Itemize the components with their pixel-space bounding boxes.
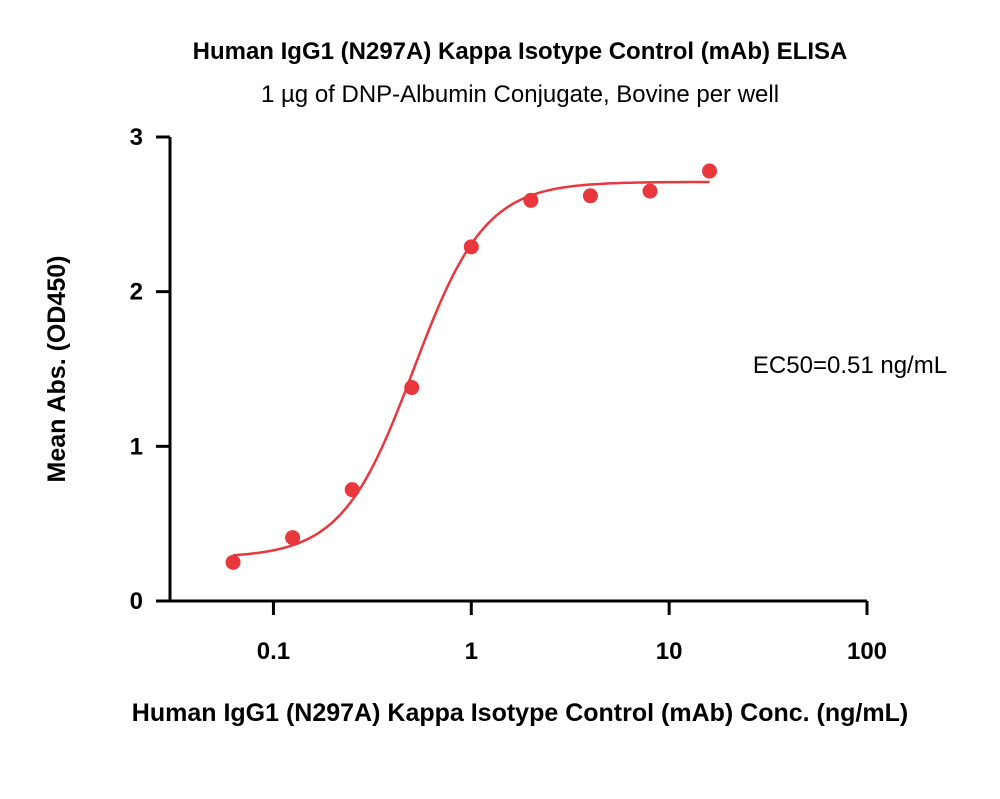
data-points-group bbox=[225, 163, 718, 570]
data-point bbox=[523, 192, 539, 208]
data-point bbox=[404, 380, 420, 396]
x-tick-label: 10 bbox=[656, 638, 683, 665]
data-point bbox=[285, 530, 301, 546]
ec50-annotation: EC50=0.51 ng/mL bbox=[753, 352, 947, 379]
x-tick-label: 100 bbox=[847, 638, 887, 665]
fit-curve bbox=[232, 180, 710, 557]
data-point bbox=[225, 554, 241, 570]
x-tick-label: 1 bbox=[465, 638, 478, 665]
y-ticks-group: 0 1 2 3 bbox=[130, 124, 170, 615]
y-axis-label: Mean Abs. (OD450) bbox=[43, 256, 71, 483]
data-point bbox=[702, 163, 718, 179]
data-point bbox=[344, 482, 360, 498]
x-ticks-group: 0.1 1 10 100 bbox=[257, 601, 887, 665]
y-tick-label: 2 bbox=[130, 279, 143, 306]
data-point bbox=[642, 183, 658, 199]
x-axis-label: Human IgG1 (N297A) Kappa Isotype Control… bbox=[132, 699, 908, 727]
chart-title: Human IgG1 (N297A) Kappa Isotype Control… bbox=[193, 38, 848, 65]
y-tick-label: 1 bbox=[130, 433, 143, 460]
axes-group bbox=[168, 137, 867, 603]
chart-subtitle: 1 µg of DNP-Albumin Conjugate, Bovine pe… bbox=[261, 81, 779, 108]
x-tick-label: 0.1 bbox=[257, 638, 290, 665]
y-tick-label: 0 bbox=[130, 588, 143, 615]
y-tick-label: 3 bbox=[130, 124, 143, 151]
data-point bbox=[582, 188, 598, 204]
data-point bbox=[463, 239, 479, 255]
